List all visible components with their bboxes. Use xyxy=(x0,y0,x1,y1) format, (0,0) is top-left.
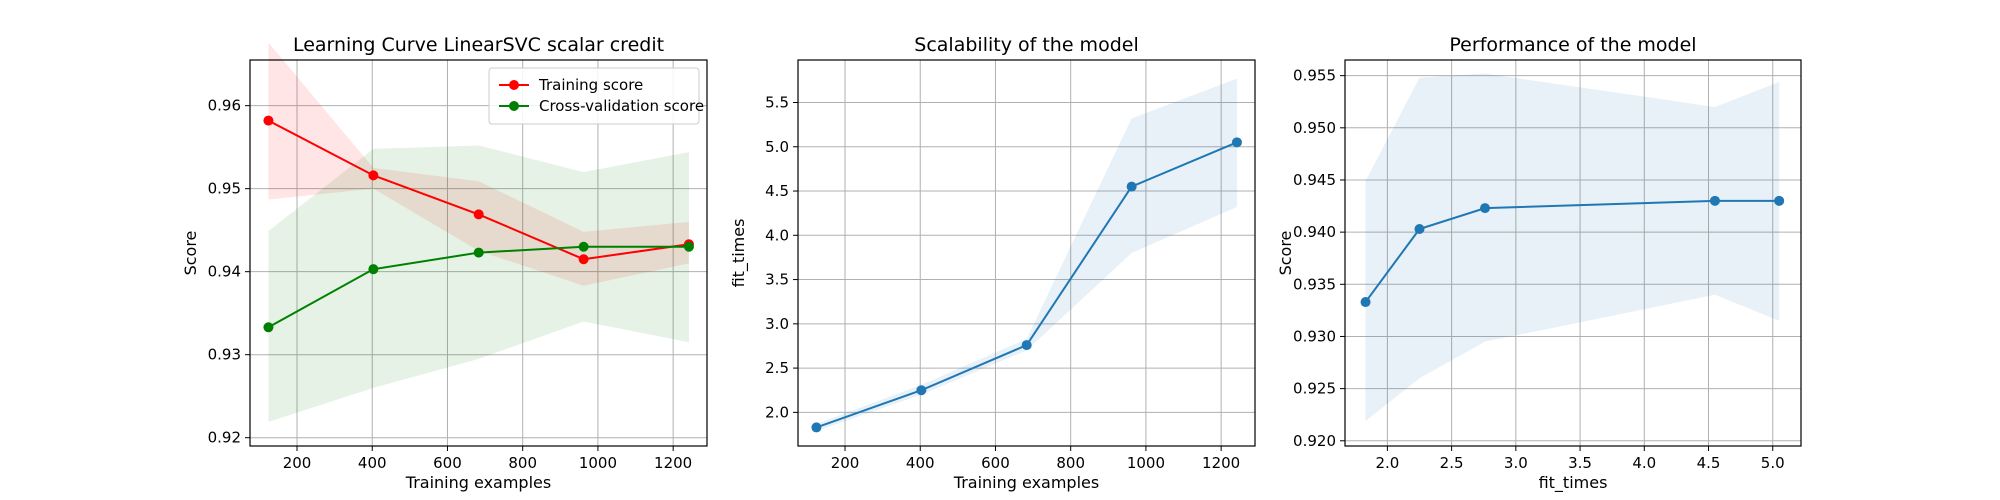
chart-0-legend-label-1: Cross-validation score xyxy=(539,97,704,115)
chart-1-frame xyxy=(797,59,1256,447)
chart-0-legend-box xyxy=(488,67,700,125)
chart-2-title: Performance of the model xyxy=(1449,34,1696,56)
chart-1-ytick-label-4: 4.0 xyxy=(765,226,789,244)
chart-1-band-0 xyxy=(816,78,1237,431)
chart-0-ytick-label-2: 0.94 xyxy=(208,263,241,281)
chart-1-point-0-4 xyxy=(1231,137,1242,148)
chart-0-legend-marker-0 xyxy=(509,80,519,90)
chart-0-xtick-label-1: 400 xyxy=(358,454,387,472)
chart-1-title: Scalability of the model xyxy=(914,34,1138,56)
chart-2-point-0-3 xyxy=(1709,195,1720,206)
chart-2-band-0 xyxy=(1365,73,1780,421)
chart-2-ytick-label-2: 0.930 xyxy=(1293,327,1336,345)
chart-1-point-0-3 xyxy=(1126,181,1137,192)
chart-0-title: Learning Curve LinearSVC scalar credit xyxy=(293,34,664,56)
chart-2-xlabel: fit_times xyxy=(1539,473,1608,493)
chart-0-xlabel: Training examples xyxy=(405,473,551,492)
chart-2-point-0-0 xyxy=(1360,297,1371,308)
chart-0-point-1-4 xyxy=(683,241,694,252)
chart-2-ytick-label-4: 0.940 xyxy=(1293,223,1336,241)
learning-curve-panel: 200 400 600 800 1000 1200 0.92 0.93 0.94 0.95 0.96… xyxy=(181,34,708,492)
chart-2-ytick-label-5: 0.945 xyxy=(1293,171,1336,189)
chart-0-point-1-1 xyxy=(368,264,379,275)
chart-2-xtick-label-3: 3.5 xyxy=(1568,454,1592,472)
chart-2-xtick-label-0: 2.0 xyxy=(1375,454,1399,472)
chart-0-xtick-label-5: 1200 xyxy=(654,454,692,472)
chart-0-point-0-1 xyxy=(368,170,379,181)
chart-0-legend-label-0: Training score xyxy=(538,76,643,94)
chart-0-ytick-label-3: 0.95 xyxy=(208,180,241,198)
chart-2-ylabel: Score xyxy=(1276,231,1295,276)
chart-2-frame xyxy=(1344,59,1802,447)
chart-0-band-1 xyxy=(268,145,689,422)
chart-1-ylabel: fit_times xyxy=(729,219,749,288)
chart-0-xtick-label-0: 200 xyxy=(283,454,312,472)
chart-2-xtick-label-2: 3.0 xyxy=(1504,454,1528,472)
chart-1-xtick-label-5: 1200 xyxy=(1202,454,1240,472)
chart-1-xtick-label-1: 400 xyxy=(906,454,935,472)
chart-2-xtick-label-6: 5.0 xyxy=(1761,454,1785,472)
chart-0-xtick-label-2: 600 xyxy=(433,454,462,472)
chart-0-legend-marker-1 xyxy=(509,101,519,111)
chart-2-xtick-label-5: 4.5 xyxy=(1697,454,1721,472)
chart-0-ytick-label-0: 0.92 xyxy=(208,429,241,447)
chart-1-ytick-label-0: 2.0 xyxy=(765,403,789,421)
chart-0-point-1-3 xyxy=(578,241,589,252)
chart-0-point-1-0 xyxy=(263,322,274,333)
chart-2-ytick-label-7: 0.955 xyxy=(1293,67,1336,85)
chart-0-xtick-label-3: 800 xyxy=(508,454,537,472)
chart-2-ytick-label-6: 0.950 xyxy=(1293,119,1336,137)
chart-1-ytick-label-6: 5.0 xyxy=(765,138,789,156)
chart-1-ytick-label-7: 5.5 xyxy=(765,93,789,111)
chart-0-legend: Training score Cross-validation score xyxy=(488,67,704,125)
chart-1-xtick-label-3: 800 xyxy=(1056,454,1085,472)
chart-0-ytick-label-1: 0.93 xyxy=(208,346,241,364)
chart-2-ytick-label-0: 0.920 xyxy=(1293,432,1336,450)
chart-1-xlabel: Training examples xyxy=(953,473,1099,492)
chart-1-point-0-0 xyxy=(811,422,822,433)
chart-1-point-0-1 xyxy=(916,385,927,396)
chart-0-point-1-2 xyxy=(473,247,484,258)
chart-0-point-0-3 xyxy=(578,254,589,265)
chart-2-point-0-2 xyxy=(1480,203,1491,214)
chart-1-ytick-label-5: 4.5 xyxy=(765,182,789,200)
chart-2-ytick-label-1: 0.925 xyxy=(1293,380,1336,398)
chart-0-ylabel: Score xyxy=(181,231,200,276)
chart-0-point-0-0 xyxy=(263,115,274,126)
chart-0-ytick-label-4: 0.96 xyxy=(208,97,241,115)
chart-1-point-0-2 xyxy=(1021,340,1032,351)
scalability-panel: 200 400 600 800 1000 1200 2.0 2.5 3.0 3.5 4.0 4.5 5.… xyxy=(729,34,1256,492)
chart-1-ytick-label-2: 3.0 xyxy=(765,315,789,333)
chart-1-ytick-label-3: 3.5 xyxy=(765,271,789,289)
chart-1-xtick-label-0: 200 xyxy=(831,454,860,472)
performance-panel: 2.0 2.5 3.0 3.5 4.0 4.5 5.0 0.920 0.925 0.930 0.93… xyxy=(1276,34,1802,493)
chart-2-point-0-1 xyxy=(1414,224,1425,235)
chart-0-point-0-2 xyxy=(473,209,484,220)
chart-1-xtick-label-4: 1000 xyxy=(1127,454,1165,472)
chart-2-ytick-label-3: 0.935 xyxy=(1293,275,1336,293)
chart-1-ytick-label-1: 2.5 xyxy=(765,359,789,377)
chart-0-frame xyxy=(249,59,708,447)
chart-2-xtick-label-1: 2.5 xyxy=(1440,454,1464,472)
chart-2-point-0-4 xyxy=(1774,195,1785,206)
chart-1-xtick-label-2: 600 xyxy=(981,454,1010,472)
chart-0-xtick-label-4: 1000 xyxy=(579,454,617,472)
chart-2-xtick-label-4: 4.0 xyxy=(1632,454,1656,472)
